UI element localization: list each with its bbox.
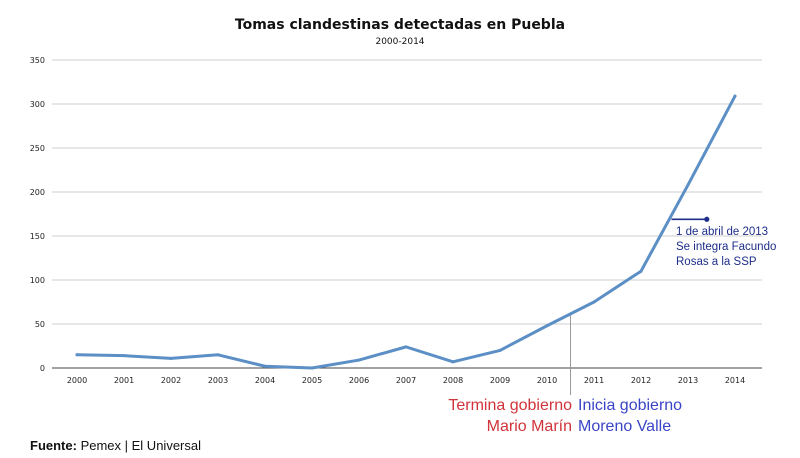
x-tick-label: 2006 [349, 376, 369, 385]
data-point [357, 358, 361, 362]
data-point [310, 366, 314, 370]
x-tick-label: 2014 [725, 376, 745, 385]
right-government-label-2: Moreno Valle [578, 418, 671, 435]
x-tick-label: 2003 [208, 376, 228, 385]
source-text: Pemex | El Universal [80, 438, 201, 453]
y-tick-label: 350 [30, 56, 45, 65]
source-label: Fuente: [30, 438, 77, 453]
x-tick-label: 2013 [678, 376, 698, 385]
x-tick-label: 2012 [631, 376, 651, 385]
y-tick-label: 0 [40, 364, 45, 373]
data-point [451, 360, 455, 364]
data-point [545, 324, 549, 328]
y-tick-label: 250 [30, 144, 45, 153]
y-tick-label: 200 [30, 188, 45, 197]
annotation-marker-dot [704, 216, 710, 222]
event-annotation-line-2: Se integra Facundo [676, 241, 776, 253]
y-tick-label: 300 [30, 100, 45, 109]
event-annotation-line-1: 1 de abril de 2013 [676, 226, 768, 238]
x-tick-label: 2001 [114, 376, 134, 385]
source-credit: Fuente: Pemex | El Universal [30, 438, 201, 453]
gridlines [52, 59, 762, 325]
x-tick-label: 2009 [490, 376, 510, 385]
y-tick-label: 50 [35, 320, 45, 329]
data-point [263, 364, 267, 368]
x-tick-label: 2000 [67, 376, 87, 385]
data-point [75, 353, 79, 357]
data-point [169, 356, 173, 360]
y-axis-ticks: 0 50 100 150 200 250 300 350 [30, 56, 45, 373]
x-tick-label: 2002 [161, 376, 181, 385]
right-government-label-1: Inicia gobierno [578, 397, 682, 414]
left-government-label-1: Termina gobierno [448, 397, 572, 414]
x-tick-label: 2010 [537, 376, 557, 385]
data-point [639, 269, 643, 273]
left-government-label-2: Mario Marín [487, 418, 572, 435]
chart-subtitle: 2000-2014 [375, 37, 424, 47]
event-annotation-line-3: Rosas a la SSP [676, 256, 757, 268]
chart-title: Tomas clandestinas detectadas en Puebla [235, 17, 565, 33]
data-point [733, 94, 737, 98]
x-tick-label: 2007 [396, 376, 416, 385]
x-tick-label: 2005 [302, 376, 322, 385]
y-tick-label: 100 [30, 276, 45, 285]
series-group [75, 94, 737, 370]
x-tick-label: 2011 [584, 376, 604, 385]
data-point [498, 348, 502, 352]
data-point [216, 353, 220, 357]
data-point [404, 345, 408, 349]
x-axis-ticks: 2000 2001 2002 2003 2004 2005 2006 2007 2008 2009… [67, 376, 745, 385]
x-tick-label: 2008 [443, 376, 463, 385]
x-tick-label: 2004 [255, 376, 275, 385]
data-point [122, 354, 126, 358]
data-point [686, 183, 690, 187]
data-point [592, 300, 596, 304]
series-line [75, 94, 737, 370]
y-tick-label: 150 [30, 232, 45, 241]
